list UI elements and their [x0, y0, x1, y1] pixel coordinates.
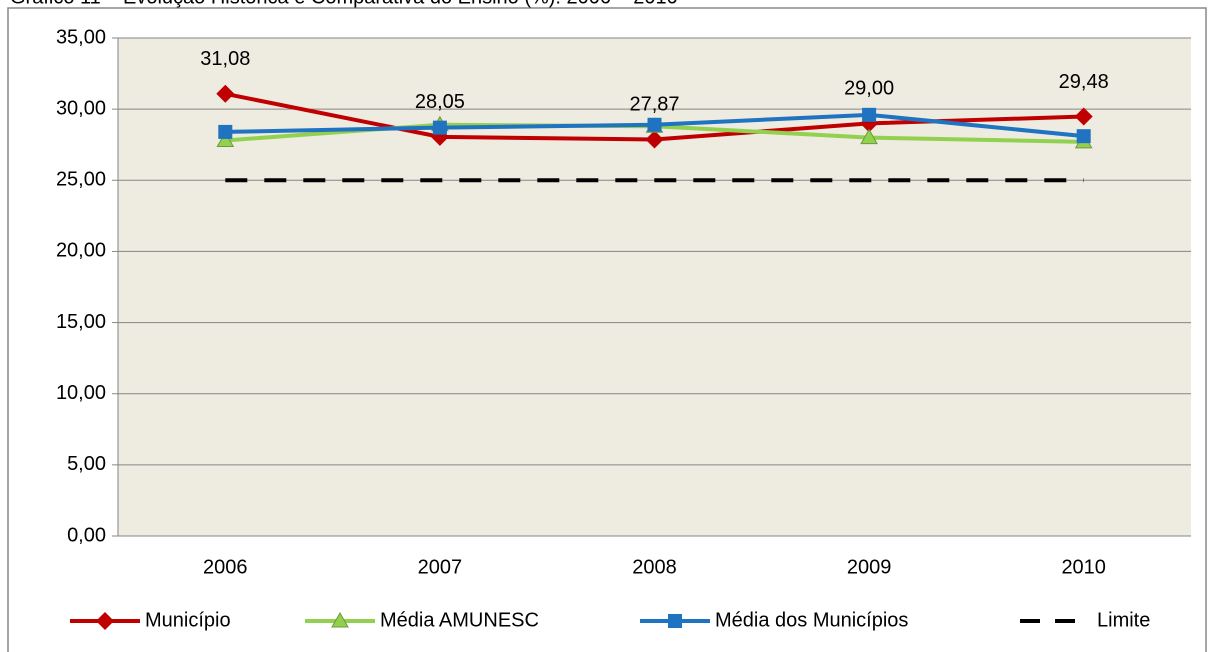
- y-tick-label: 10,00: [56, 382, 106, 404]
- legend-marker: [96, 612, 114, 630]
- x-tick-label: 2008: [632, 556, 677, 578]
- point: [862, 107, 877, 122]
- data-label: 31,08: [200, 48, 250, 70]
- legend-label: Município: [145, 609, 231, 631]
- x-tick-label: 2007: [418, 556, 463, 578]
- y-tick-label: 15,00: [56, 311, 106, 333]
- y-tick-label: 5,00: [67, 453, 106, 475]
- chart-title: Gráfico 11 – Evolução Histórica e Compar…: [10, 0, 678, 8]
- x-tick-label: 2009: [847, 556, 892, 578]
- point: [218, 124, 233, 139]
- data-label: 27,87: [629, 94, 679, 116]
- legend-label: Limite: [1097, 609, 1150, 631]
- y-tick-label: 35,00: [56, 26, 106, 48]
- x-tick-label: 2010: [1061, 556, 1106, 578]
- point: [860, 128, 878, 145]
- point: [430, 127, 449, 146]
- point: [432, 120, 447, 135]
- point: [1076, 129, 1091, 144]
- y-tick-label: 25,00: [56, 169, 106, 191]
- data-label: 28,05: [415, 91, 465, 113]
- legend-marker: [668, 614, 682, 628]
- y-tick-label: 30,00: [56, 97, 106, 119]
- x-tick-label: 2006: [203, 556, 248, 578]
- legend-label: Média AMUNESC: [380, 609, 539, 631]
- legend-label: Média dos Municípios: [715, 609, 908, 631]
- point: [647, 117, 662, 132]
- point: [1074, 107, 1093, 126]
- data-label: 29,48: [1059, 71, 1109, 93]
- legend-marker: [331, 611, 349, 628]
- point: [216, 131, 235, 147]
- data-label: 29,00: [844, 78, 894, 100]
- point: [645, 130, 664, 149]
- point: [216, 84, 235, 103]
- y-tick-label: 20,00: [56, 240, 106, 262]
- y-tick-label: 0,00: [67, 524, 106, 546]
